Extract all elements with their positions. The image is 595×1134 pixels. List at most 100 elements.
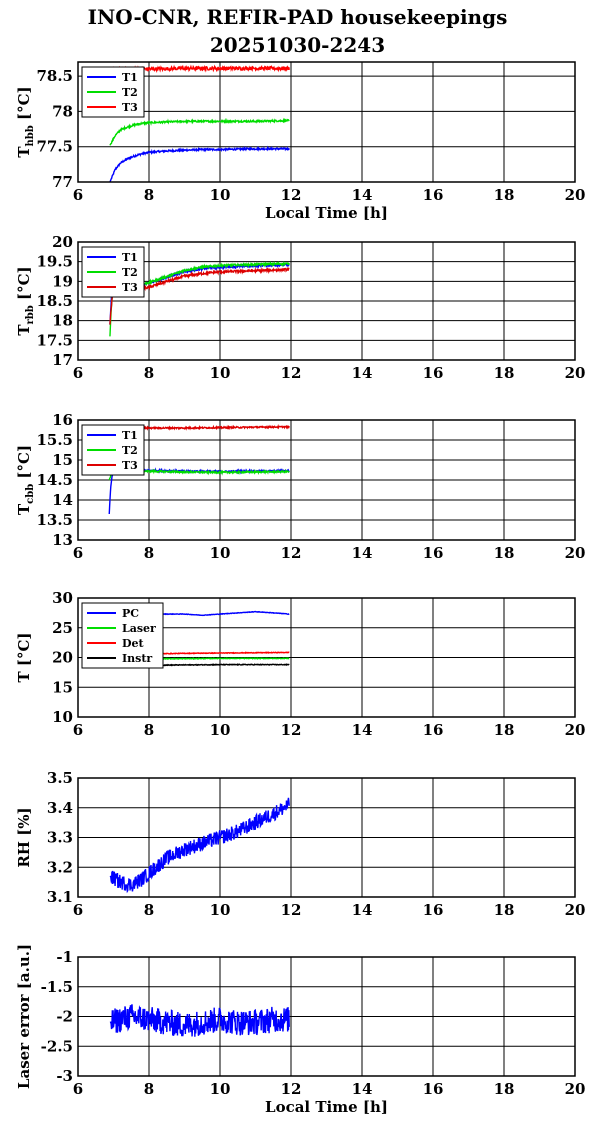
x-tick-label: 12 [281,544,302,562]
x-tick-label: 14 [352,721,373,739]
legend-entry: T3 [122,101,138,114]
x-tick-label: 6 [73,186,83,204]
x-tick-label: 6 [73,1080,83,1098]
plot-frame [77,956,576,1077]
x-tick-label: 6 [73,364,83,382]
x-tick-label: 14 [352,544,373,562]
y-tick-label: 3.3 [47,829,73,847]
x-tick-label: 20 [565,901,586,919]
x-tick-label: 14 [352,1080,373,1098]
series-line-t1 [108,467,290,515]
plot-frame [77,777,576,898]
legend-entry: Instr [122,652,152,665]
y-tick-label: -1 [56,948,73,966]
legend-entry: T1 [122,251,138,264]
x-tick-label: 6 [73,901,83,919]
legend-entry: T1 [122,71,138,84]
x-tick-label: 10 [210,1080,231,1098]
y-tick-label: 13 [52,531,73,549]
legend-entry: T3 [122,459,138,472]
series-line-t2 [109,117,290,146]
y-tick-label: 3.1 [47,888,73,906]
x-tick-label: 20 [565,544,586,562]
x-tick-label: 10 [210,544,231,562]
legend-entry: T2 [122,86,138,99]
plot-frame [77,419,576,541]
y-axis-label: RH [%] [15,807,33,867]
y-tick-label: 16 [52,411,73,429]
y-axis-label: Thbb [°C] [15,86,36,157]
y-tick-label: 10 [52,708,73,726]
x-tick-label: 8 [144,901,154,919]
panel-rh: 6 8 10 12 14 16 18 20 3.1 3.2 3.3 3.4 3.5 RH [%] [15,769,585,919]
legend-entry: T2 [122,266,138,279]
plot-frame [77,597,576,718]
x-axis-label: Local Time [h] [265,204,388,222]
y-tick-label: 30 [52,589,73,607]
x-tick-label: 12 [281,186,302,204]
legend-entry: T2 [122,444,138,457]
x-tick-label: 20 [565,1080,586,1098]
x-tick-label: 12 [281,1080,302,1098]
y-tick-label: 3.5 [47,769,73,787]
y-tick-label: 19 [52,272,73,290]
x-tick-label: 10 [210,721,231,739]
x-tick-label: 6 [73,721,83,739]
x-tick-label: 12 [281,721,302,739]
y-tick-label: 13.5 [36,511,73,529]
y-tick-label: 18.5 [36,292,73,310]
y-tick-label: 17.5 [36,331,73,349]
legend-entry: PC [122,607,139,620]
plot-frame [77,241,576,361]
x-tick-label: 14 [352,364,373,382]
y-tick-label: 78 [52,102,73,120]
x-tick-label: 16 [423,186,444,204]
legend-entry: Laser [122,622,156,635]
legend-entry: T1 [122,429,138,442]
x-tick-label: 10 [210,186,231,204]
panel-laser: 6 8 10 12 14 16 18 20 -3 -2.5 -2 -1.5 -1 Local Time [… [15,944,585,1116]
x-tick-label: 14 [352,901,373,919]
y-tick-label: -3 [56,1067,73,1085]
y-axis-label: T [°C] [15,632,33,682]
y-tick-label: 77 [52,173,73,191]
y-tick-label: 20 [52,233,73,251]
chart-subtitle: 20251030-2243 [209,33,386,57]
x-tick-label: 6 [73,544,83,562]
legend-entry: Det [122,637,145,650]
x-tick-label: 16 [423,901,444,919]
y-tick-label: 15 [52,451,73,469]
legend-entry: T3 [122,281,138,294]
y-tick-label: -2 [56,1008,73,1026]
x-axis-label: Local Time [h] [265,1098,388,1116]
series-line-main [109,1004,290,1037]
y-tick-label: 78.5 [36,67,73,85]
x-tick-label: 14 [352,186,373,204]
y-axis-label: Laser error [a.u.] [15,944,33,1089]
panel-temps: 6 8 10 12 14 16 18 20 10 15 20 25 30 T [°C] PC Laser Det… [15,589,585,739]
panel-tcbb: 6 8 10 12 14 16 18 20 13 13.5 14 14.5 15 15.5 16 Tcbb [… [15,411,585,562]
x-tick-label: 12 [281,901,302,919]
y-axis-label: Trbb [°C] [15,266,36,335]
x-tick-label: 8 [144,1080,154,1098]
x-tick-label: 20 [565,364,586,382]
x-tick-label: 18 [494,186,515,204]
x-tick-label: 18 [494,544,515,562]
y-tick-label: 19.5 [36,253,73,271]
y-tick-label: 18 [52,312,73,330]
x-tick-label: 18 [494,721,515,739]
plot-frame [77,61,576,183]
x-tick-label: 16 [423,721,444,739]
y-tick-label: -2.5 [41,1037,73,1055]
y-tick-label: 14 [52,491,73,509]
x-tick-label: 18 [494,1080,515,1098]
panel-thbb: 6 8 10 12 14 16 18 20 77 77.5 78 78.5 Local Time [h]… [15,61,586,222]
x-tick-label: 8 [144,186,154,204]
x-tick-label: 20 [565,186,586,204]
y-tick-label: 3.4 [47,799,73,817]
series-line-main [109,797,290,894]
y-tick-label: 3.2 [47,858,73,876]
x-tick-label: 16 [423,1080,444,1098]
y-tick-label: 15.5 [36,431,73,449]
